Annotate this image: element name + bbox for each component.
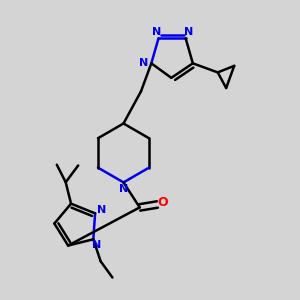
- Text: O: O: [157, 196, 168, 209]
- Text: N: N: [92, 240, 101, 250]
- Text: N: N: [119, 184, 128, 194]
- Text: N: N: [184, 27, 193, 37]
- Text: N: N: [139, 58, 148, 68]
- Text: N: N: [152, 27, 162, 37]
- Text: N: N: [97, 206, 106, 215]
